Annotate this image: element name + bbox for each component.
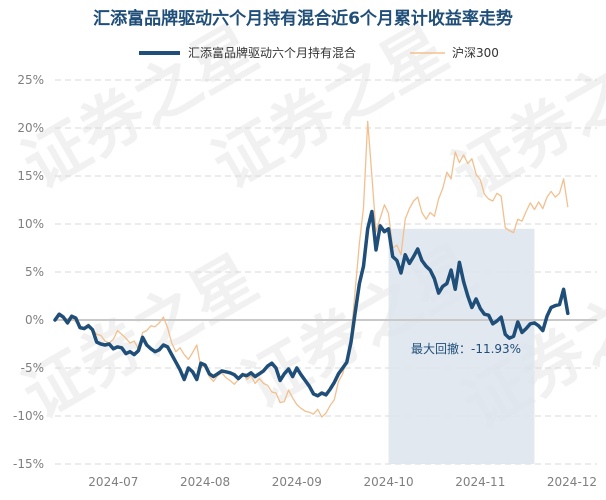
legend-index-label: 沪深300 [452, 46, 499, 60]
x-tick-label: 2024-12 [547, 475, 597, 489]
y-axis-tick-labels: 25% 20% 15% 10% 5% 0% -5% -10% -15% [13, 73, 44, 471]
chart-title: 汇添富品牌驱动六个月持有混合近6个月累计收益率走势 [93, 8, 513, 29]
y-tick-label: 0% [25, 313, 44, 327]
legend: 汇添富品牌驱动六个月持有混合 沪深300 [139, 45, 499, 60]
y-tick-label: 5% [25, 265, 44, 279]
fund-series-line [53, 209, 570, 398]
x-tick-label: 2024-07 [88, 475, 138, 489]
x-tick-label: 2024-10 [363, 475, 413, 489]
y-tick-label: -10% [13, 409, 44, 423]
y-tick-label: 20% [17, 121, 44, 135]
x-tick-label: 2024-08 [180, 475, 230, 489]
y-tick-label: 15% [17, 169, 44, 183]
x-tick-label: 2024-11 [455, 475, 505, 489]
series-layer [53, 120, 570, 418]
watermark-text-3: 证券之星 [11, 242, 270, 434]
y-tick-label: 10% [17, 217, 44, 231]
y-tick-label: -5% [21, 361, 44, 375]
max-drawdown-label: 最大回撤：-11.93% [411, 341, 521, 356]
legend-fund-label: 汇添富品牌驱动六个月持有混合 [188, 45, 356, 60]
x-axis-tick-labels: 2024-07 2024-08 2024-09 2024-10 2024-11 2024-… [88, 475, 597, 489]
x-tick-label: 2024-09 [272, 475, 322, 489]
y-tick-label: -15% [13, 457, 44, 471]
y-tick-label: 25% [17, 73, 44, 87]
